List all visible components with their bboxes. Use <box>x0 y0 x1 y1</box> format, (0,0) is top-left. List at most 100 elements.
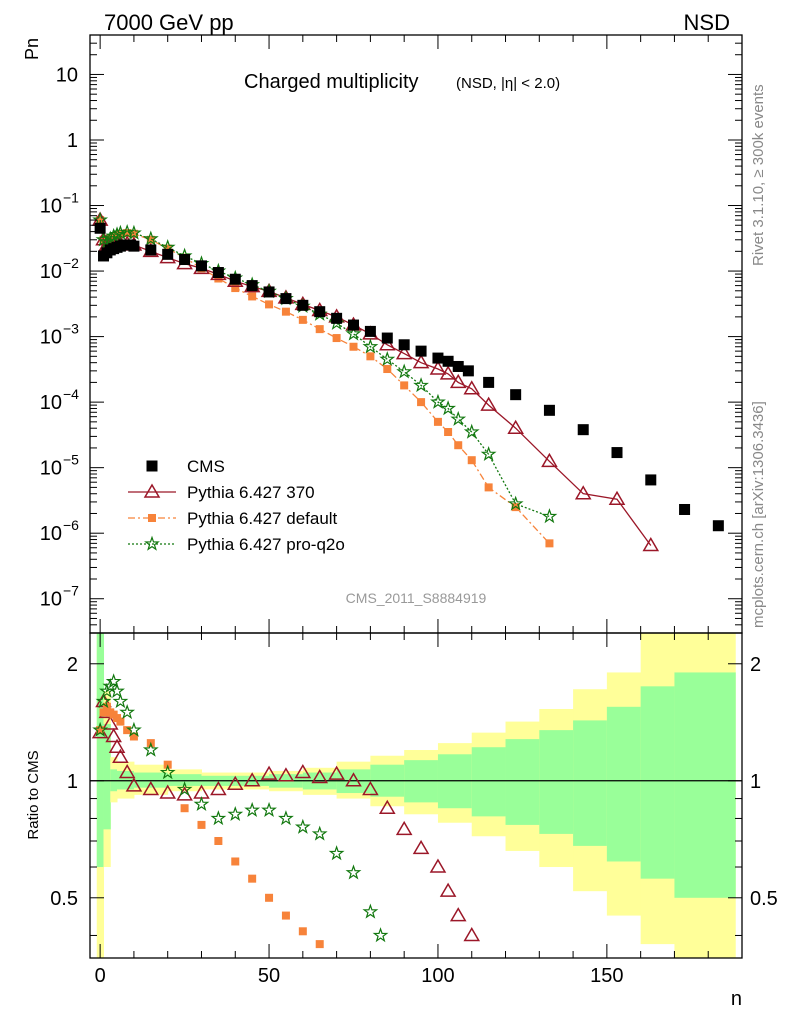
main-data-point <box>417 398 426 407</box>
main-data-point <box>383 365 392 374</box>
ratio-data-point <box>126 721 142 737</box>
main-data-point <box>712 520 724 532</box>
ratio-y-tick-label-right: 1 <box>750 771 761 793</box>
main-data-point <box>507 495 524 511</box>
main-data-point <box>398 339 410 351</box>
ratio-data-point <box>99 708 108 717</box>
ratio-data-point <box>328 845 345 861</box>
main-data-point <box>214 274 223 283</box>
band-inner-bin <box>640 686 675 879</box>
main-data-point <box>449 373 467 389</box>
ratio-data-point <box>105 673 122 689</box>
main-data-point <box>364 325 376 337</box>
y-axis-label-main: Pn <box>22 38 42 60</box>
ratio-data-point <box>95 693 112 709</box>
ratio-data-point <box>395 820 413 836</box>
legend-marker <box>144 535 160 551</box>
ratio-data-point <box>118 764 136 779</box>
chart-title: Charged multiplicity <box>244 71 419 93</box>
ratio-data-point <box>362 780 379 796</box>
ratio-data-point <box>449 907 467 922</box>
main-data-point <box>297 299 309 311</box>
ratio-series-triangle-open <box>91 692 481 942</box>
main-data-point <box>483 376 495 388</box>
header-left: 7000 GeV pp <box>104 10 234 35</box>
band-inner-bin <box>505 739 540 825</box>
legend-label: Pythia 6.427 default <box>187 509 338 528</box>
ratio-data-point <box>231 857 240 866</box>
main-data-point <box>348 319 360 331</box>
ratio-series-star <box>92 673 389 943</box>
y-tick-label: 1 <box>67 130 78 152</box>
main-data-point <box>142 230 159 246</box>
ratio-data-point <box>214 836 223 845</box>
header-right: NSD <box>684 10 730 35</box>
ratio-data-point <box>96 726 105 735</box>
main-series-square <box>94 222 724 532</box>
main-data-point <box>248 292 257 301</box>
main-data-point <box>314 306 326 318</box>
main-data-point <box>231 284 240 293</box>
main-data-point <box>463 423 480 439</box>
legend-marker <box>148 514 156 522</box>
ratio-data-point <box>345 864 362 880</box>
ratio-data-point <box>193 795 210 812</box>
x-tick-label: 50 <box>258 965 280 987</box>
main-data-point <box>543 404 555 416</box>
ratio-y-tick-label: 2 <box>67 654 78 676</box>
band-inner-bin <box>103 723 111 830</box>
ratio-data-point <box>429 858 447 873</box>
y-tick-label-exponent: −4 <box>63 386 79 402</box>
main-data-point <box>413 377 429 393</box>
main-series-line <box>99 219 550 544</box>
ratio-data-point <box>142 780 160 796</box>
main-data-point <box>442 355 454 367</box>
side-label-rivet: Rivet 3.1.10, ≥ 300k events <box>750 84 767 266</box>
main-data-point <box>396 363 413 379</box>
main-data-point <box>212 267 224 279</box>
main-data-point <box>480 396 497 411</box>
ratio-data-point <box>227 805 244 822</box>
main-data-point <box>462 365 474 377</box>
ratio-data-point <box>372 927 389 943</box>
x-tick-label: 150 <box>590 965 623 987</box>
main-data-point <box>119 223 136 240</box>
main-data-point <box>229 273 241 285</box>
y-tick-label: 10 <box>40 196 62 218</box>
legend-label: Pythia 6.427 370 <box>187 483 315 502</box>
main-data-point <box>162 248 174 260</box>
main-data-point <box>263 286 275 298</box>
legend-marker <box>146 460 158 472</box>
ratio-data-point <box>210 780 227 796</box>
ratio-data-point <box>197 820 206 829</box>
ratio-data-point <box>345 772 362 787</box>
legend-label: Pythia 6.427 pro-q2o <box>187 535 345 554</box>
main-data-point <box>145 244 157 256</box>
main-data-point <box>280 293 292 305</box>
main-data-point <box>642 536 660 552</box>
ratio-data-point <box>108 738 126 753</box>
main-data-point <box>128 240 140 252</box>
main-data-point <box>545 539 554 548</box>
ratio-data-point <box>315 940 324 949</box>
ratio-data-point <box>277 767 295 782</box>
ratio-data-point <box>112 748 129 763</box>
main-data-point <box>450 410 467 426</box>
ratio-y-tick-label-right: 2 <box>750 654 761 676</box>
ratio-data-point <box>311 768 329 784</box>
main-data-point <box>379 350 396 367</box>
ratio-data-point <box>362 903 379 919</box>
chart-subtitle: (NSD, |η| < 2.0) <box>456 75 560 92</box>
main-data-point <box>179 254 191 266</box>
main-data-point <box>454 441 463 450</box>
y-tick-label-exponent: −7 <box>63 583 79 599</box>
ratio-data-point <box>116 717 125 726</box>
band-inner-bin <box>96 633 105 868</box>
ratio-data-point <box>463 926 481 942</box>
main-data-point <box>484 483 493 492</box>
main-data-point <box>126 224 142 240</box>
main-data-point <box>577 424 589 436</box>
main-data-point <box>480 445 497 462</box>
